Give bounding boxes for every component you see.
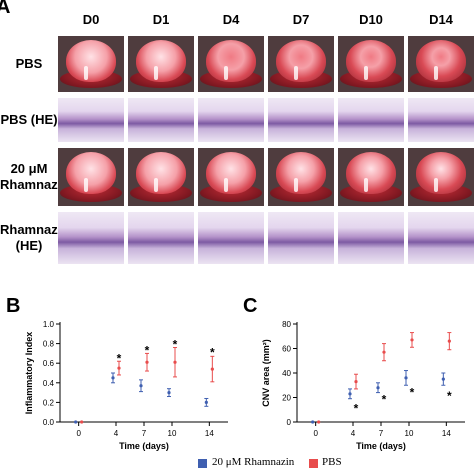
data-point — [117, 366, 121, 370]
he-section-3-d0 — [58, 212, 124, 264]
x-tick-label: 14 — [205, 429, 214, 438]
y-tick-label: 0 — [287, 418, 292, 427]
legend-rhamnazin-swatch — [198, 459, 207, 468]
y-tick-label: 1.0 — [43, 320, 55, 329]
panel-letter: B — [6, 295, 20, 317]
legend-pbs-label: PBS — [322, 456, 342, 468]
column-label-d14: D14 — [429, 12, 453, 27]
data-point — [376, 386, 380, 390]
row-label-0: PBS — [15, 56, 43, 71]
data-point — [317, 420, 321, 424]
he-section-1-d0 — [58, 98, 124, 142]
y-axis-label: Inflammatory Index — [24, 332, 34, 415]
row-label-3: Rhamnazin (HE) — [0, 222, 70, 253]
data-point — [173, 360, 177, 364]
y-axis-label: CNV area (mm²) — [261, 339, 271, 407]
x-tick-label: 0 — [313, 429, 318, 438]
x-tick-label: 10 — [168, 429, 177, 438]
panel-letter: C — [243, 295, 257, 317]
panel-a-letter: A — [0, 0, 11, 18]
x-tick-label: 0 — [76, 429, 81, 438]
column-label-d7: D7 — [292, 12, 310, 27]
he-section-1-d14 — [408, 98, 474, 142]
data-point — [111, 376, 115, 380]
data-point — [204, 400, 208, 404]
y-tick-label: 0.0 — [43, 418, 55, 427]
row-label-1: PBS (HE) — [0, 112, 58, 127]
x-tick-label: 14 — [442, 429, 451, 438]
he-section-3-d1 — [128, 212, 194, 264]
he-section-3-d14 — [408, 212, 474, 264]
he-section-1-d1 — [128, 98, 194, 142]
column-label-d1: D1 — [152, 12, 170, 27]
data-point — [80, 420, 84, 424]
data-point — [210, 367, 214, 371]
data-point — [311, 420, 315, 424]
significance-star: * — [410, 385, 415, 399]
eye-photo-2-d10 — [338, 148, 404, 206]
data-point — [410, 338, 414, 342]
he-section-3-d7 — [268, 212, 334, 264]
eye-photo-0-d0 — [58, 36, 124, 92]
data-point — [404, 376, 408, 380]
significance-star: * — [382, 393, 387, 407]
x-tick-label: 7 — [142, 429, 147, 438]
significance-star: * — [210, 345, 215, 359]
legend-rhamnazin-label: 20 μM Rhamnazin — [212, 456, 295, 468]
chart-c: C 0 20 40 60 80 0 4 7 10 14 Time (days) CNV area (mm… — [243, 295, 465, 451]
eye-photo-0-d7 — [268, 36, 334, 92]
eye-photo-2-d0 — [58, 148, 124, 206]
row-label-2: 20 μM Rhamnazin — [0, 161, 70, 192]
y-tick-label: 60 — [282, 345, 291, 354]
chart-b: B 0.0 0.2 0.4 0.6 0.8 1.0 0 4 7 10 14 Time (days) Inf… — [6, 295, 228, 451]
significance-star: * — [354, 401, 359, 415]
y-tick-label: 0.2 — [43, 398, 55, 407]
data-point — [167, 391, 171, 395]
he-section-3-d10 — [338, 212, 404, 264]
x-axis-label: Time (days) — [356, 441, 406, 451]
x-tick-label: 4 — [351, 429, 356, 438]
data-point — [74, 420, 78, 424]
y-tick-label: 40 — [282, 369, 291, 378]
data-point — [348, 392, 352, 396]
data-point — [382, 350, 386, 354]
eye-photo-0-d4 — [198, 36, 264, 92]
data-point — [145, 360, 149, 364]
eye-photo-2-d14 — [408, 148, 474, 206]
significance-star: * — [173, 338, 178, 352]
legend-pbs-swatch — [309, 459, 318, 468]
eye-photo-2-d4 — [198, 148, 264, 206]
eye-photo-2-d1 — [128, 148, 194, 206]
he-section-3-d4 — [198, 212, 264, 264]
significance-star: * — [447, 389, 452, 403]
eye-photo-0-d1 — [128, 36, 194, 92]
eye-photo-0-d10 — [338, 36, 404, 92]
he-section-1-d7 — [268, 98, 334, 142]
y-tick-label: 0.4 — [43, 379, 55, 388]
significance-star: * — [145, 343, 150, 357]
y-tick-label: 80 — [282, 320, 291, 329]
y-tick-label: 0.8 — [43, 340, 55, 349]
column-label-d10: D10 — [359, 12, 383, 27]
eye-photo-0-d14 — [408, 36, 474, 92]
data-point — [447, 339, 451, 343]
data-point — [354, 379, 358, 384]
significance-star: * — [117, 351, 122, 365]
data-point — [441, 377, 445, 381]
x-tick-label: 10 — [405, 429, 414, 438]
column-label-d0: D0 — [82, 12, 100, 27]
eye-photo-2-d7 — [268, 148, 334, 206]
data-point — [139, 384, 143, 388]
y-tick-label: 20 — [282, 394, 291, 403]
y-tick-label: 0.6 — [43, 359, 55, 368]
x-axis-label: Time (days) — [119, 441, 169, 451]
column-label-d4: D4 — [222, 12, 240, 27]
he-section-1-d4 — [198, 98, 264, 142]
he-section-1-d10 — [338, 98, 404, 142]
x-tick-label: 7 — [379, 429, 384, 438]
x-tick-label: 4 — [114, 429, 119, 438]
